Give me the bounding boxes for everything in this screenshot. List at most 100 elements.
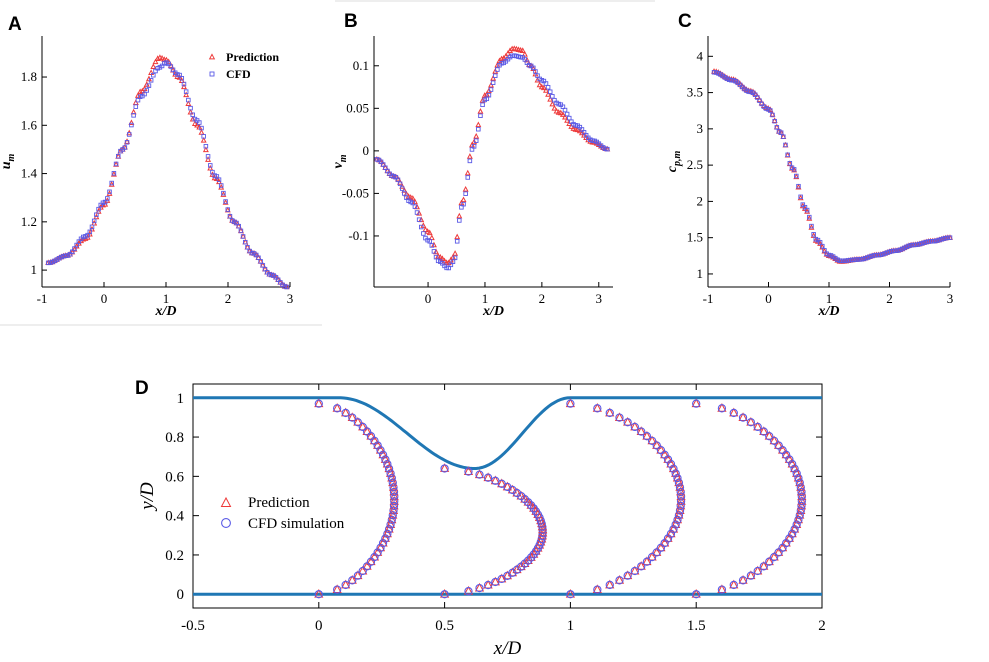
- prediction-point: [769, 551, 779, 561]
- prediction-point: [362, 561, 372, 570]
- prediction-point: [353, 570, 363, 580]
- prediction-point: [202, 146, 209, 153]
- y-axis-label-a: um: [0, 153, 17, 169]
- cfd-point: [797, 501, 806, 511]
- cfd-point: [452, 255, 458, 261]
- prediction-point: [806, 215, 813, 221]
- prediction-point: [388, 509, 398, 519]
- prediction-point: [630, 421, 640, 431]
- cfd-point: [746, 418, 756, 427]
- prediction-point: [623, 416, 633, 426]
- cfd-point: [236, 223, 241, 229]
- prediction-point: [592, 403, 602, 412]
- cfd-point: [358, 422, 367, 432]
- cfd-point: [717, 404, 727, 413]
- prediction-point: [652, 440, 662, 449]
- cfd-point: [431, 249, 437, 254]
- y-tick-label: 0.2: [165, 548, 184, 564]
- cfd-point: [809, 223, 814, 229]
- cfd-point: [605, 408, 614, 418]
- cfd-point: [181, 81, 187, 87]
- legend-cfd-label: CFD simulation: [248, 516, 345, 532]
- cfd-point: [358, 566, 367, 576]
- cfd-point: [674, 511, 684, 520]
- prediction-point: [767, 106, 774, 113]
- prediction-point: [538, 527, 548, 537]
- prediction-point: [614, 412, 625, 422]
- prediction-point: [753, 421, 763, 431]
- prediction-point: [373, 440, 383, 449]
- cfd-point: [389, 487, 399, 497]
- prediction-point: [471, 138, 478, 145]
- prediction-point: [483, 579, 493, 589]
- prediction-point: [663, 533, 673, 542]
- prediction-point: [224, 206, 231, 213]
- cfd-point: [770, 112, 775, 118]
- cfd-point: [381, 534, 390, 543]
- prediction-point: [804, 208, 811, 214]
- cfd-point: [412, 204, 418, 209]
- cfd-point: [467, 158, 473, 164]
- prediction-point: [605, 407, 615, 417]
- prediction-point: [796, 500, 807, 510]
- prediction-point: [526, 500, 536, 509]
- prediction-point: [796, 486, 807, 496]
- cfd-point: [240, 234, 246, 239]
- prediction-point: [781, 449, 791, 459]
- prediction-point: [773, 547, 784, 556]
- cfd-point: [807, 214, 812, 220]
- cfd-point: [671, 520, 680, 529]
- x-tick-label: 3: [287, 291, 294, 306]
- cfd-point: [692, 399, 701, 408]
- prediction-point: [797, 496, 807, 505]
- cfd-point: [787, 161, 793, 166]
- cfd-point: [759, 562, 768, 571]
- series-cfd-a: [45, 60, 290, 290]
- cfd-point: [454, 239, 460, 244]
- cfd-point: [144, 88, 149, 93]
- prediction-point: [605, 579, 615, 589]
- cfd-point: [390, 497, 399, 506]
- x-tick-label: 1: [482, 291, 489, 306]
- cfd-point: [111, 171, 117, 176]
- cfd-point: [637, 427, 646, 436]
- x-axis-label-b: x/D: [482, 304, 504, 319]
- prediction-point: [388, 482, 399, 491]
- prediction-point: [497, 478, 507, 488]
- prediction-point: [124, 138, 131, 144]
- cfd-point: [623, 418, 632, 427]
- cfd-point: [593, 404, 602, 413]
- cfd-point: [124, 140, 130, 145]
- cfd-point: [390, 492, 399, 501]
- prediction-point: [551, 104, 558, 111]
- cfd-point: [490, 80, 496, 85]
- cfd-point: [109, 180, 114, 186]
- cfd-point: [440, 590, 449, 599]
- prediction-point: [150, 63, 157, 70]
- x-tick-label: 2: [886, 291, 893, 306]
- cfd-point: [243, 239, 248, 245]
- x-tick-label: 1: [826, 291, 833, 306]
- panel-label-a: A: [8, 14, 22, 35]
- cfd-point: [146, 83, 152, 88]
- cfd-point: [197, 120, 202, 125]
- cfd-point: [533, 69, 538, 74]
- prediction-point: [529, 503, 539, 512]
- y-tick-label: 1: [697, 266, 704, 281]
- cfd-point: [820, 243, 825, 249]
- prediction-point: [759, 561, 769, 570]
- prediction-point: [771, 117, 778, 124]
- prediction-point: [523, 56, 530, 63]
- cfd-point: [107, 189, 112, 195]
- prediction-point: [439, 463, 450, 472]
- prediction-point: [592, 584, 602, 594]
- prediction-point: [341, 407, 351, 417]
- prediction-point: [194, 121, 201, 128]
- x-tick-label: -1: [37, 291, 48, 306]
- cfd-point: [642, 557, 652, 566]
- x-tick-label: 0: [765, 291, 772, 306]
- prediction-point: [565, 588, 576, 598]
- prediction-point: [797, 491, 807, 501]
- y-tick-label: 2: [697, 193, 704, 208]
- prediction-point: [536, 81, 543, 88]
